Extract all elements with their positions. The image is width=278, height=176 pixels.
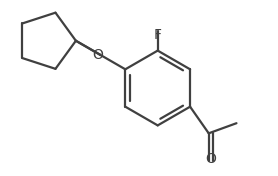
Text: O: O xyxy=(92,48,103,62)
Text: O: O xyxy=(205,152,216,166)
Text: F: F xyxy=(154,28,162,42)
